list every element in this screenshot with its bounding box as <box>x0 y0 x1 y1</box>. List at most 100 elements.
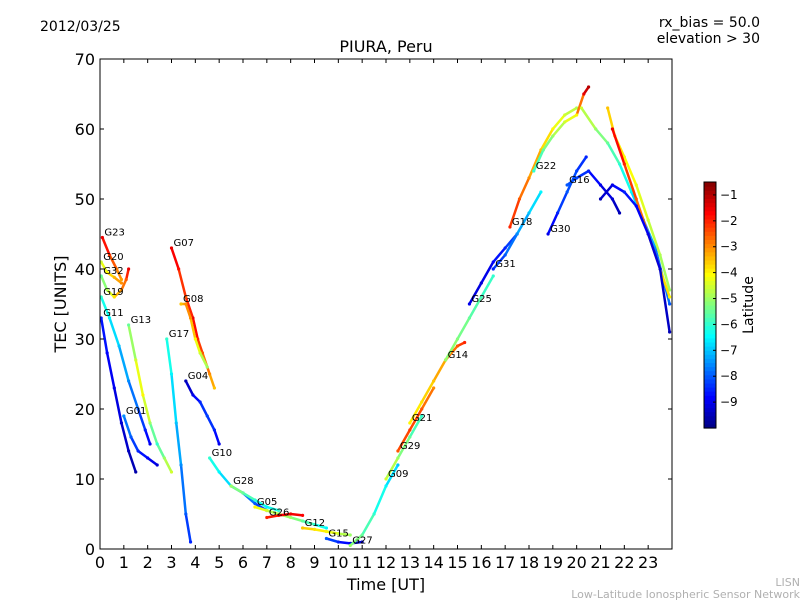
colorbar-step <box>704 350 716 355</box>
series-segment <box>115 267 123 281</box>
series-segment <box>163 456 173 474</box>
series-segment <box>503 232 519 257</box>
series-segment <box>646 232 662 271</box>
data-point <box>420 407 424 411</box>
data-point <box>360 540 364 544</box>
colorbar-step <box>704 210 716 216</box>
series-segment <box>301 526 316 531</box>
series-segment <box>206 414 216 432</box>
x-tick-label: 1 <box>119 553 129 572</box>
data-point <box>598 197 603 201</box>
series-segment <box>658 267 671 334</box>
series-segment <box>575 92 586 117</box>
series-segment <box>129 435 140 453</box>
colorbar-step <box>704 280 716 286</box>
colorbar-step <box>704 255 716 261</box>
colorbar-step <box>704 382 716 388</box>
data-point <box>606 106 610 110</box>
series-label: G23 <box>104 228 124 239</box>
series-segment <box>623 162 638 201</box>
series-g22: G22 <box>532 85 591 173</box>
series-segment <box>587 169 602 187</box>
series-segment <box>277 512 292 517</box>
series-label: G25 <box>471 294 491 305</box>
series-segment <box>196 337 204 355</box>
colorbar-step <box>704 403 716 409</box>
data-point <box>212 386 216 390</box>
colorbar-step <box>704 198 716 204</box>
colorbar-step <box>704 321 716 327</box>
series-segment <box>575 155 588 173</box>
colorbar-step <box>704 346 716 351</box>
data-point <box>372 512 376 516</box>
y-tick-label: 50 <box>75 190 95 209</box>
series-segment <box>99 274 109 292</box>
series-segment <box>144 428 152 446</box>
series-segment <box>546 211 559 236</box>
series-g31: G31 <box>491 190 543 271</box>
series-segment <box>551 113 566 131</box>
series-unlabeled-31 <box>598 183 672 334</box>
colorbar-tick-label: −9 <box>720 395 738 409</box>
series-segment <box>635 183 650 222</box>
series-label: G30 <box>550 224 570 235</box>
series-g04: G04 <box>184 371 221 446</box>
data-point <box>146 456 150 460</box>
data-point <box>579 106 584 110</box>
series-label: G31 <box>495 259 515 270</box>
data-point <box>575 169 579 173</box>
data-point <box>517 197 522 201</box>
data-point <box>119 421 124 425</box>
elevation-label: elevation > 30 <box>657 31 760 47</box>
colorbar-step <box>704 305 716 310</box>
data-point <box>527 176 531 180</box>
data-point <box>634 197 638 201</box>
series-segment <box>99 316 109 355</box>
series-segment <box>444 337 459 362</box>
y-tick-label: 30 <box>75 330 95 349</box>
data-point <box>169 372 174 376</box>
colorbar-step <box>704 354 716 359</box>
series-segment <box>635 204 650 236</box>
colorbar-step <box>704 313 716 318</box>
data-point <box>184 512 188 516</box>
series-segment <box>134 358 145 397</box>
series-segment <box>468 281 483 306</box>
series-label: G28 <box>233 476 253 487</box>
data-point <box>617 211 622 215</box>
data-point <box>155 463 159 467</box>
colorbar-step <box>704 243 716 249</box>
colorbar-step <box>704 309 716 314</box>
colorbar-step <box>704 231 716 236</box>
series-label: G04 <box>188 371 208 382</box>
series-segment <box>265 505 280 512</box>
series-segment <box>265 509 280 516</box>
data-point <box>136 407 140 411</box>
data-point <box>336 532 340 536</box>
y-tick-label: 0 <box>85 540 95 559</box>
series-segment <box>542 134 555 152</box>
x-tick-label: 14 <box>423 553 443 572</box>
series-segment <box>108 316 121 348</box>
series-segment <box>313 523 328 530</box>
data-point <box>205 365 209 369</box>
series-label: G11 <box>103 308 123 319</box>
series-segment <box>563 113 578 124</box>
data-point <box>119 277 124 282</box>
series-segment <box>420 386 435 411</box>
series-g21: G21 <box>408 340 467 425</box>
data-point <box>503 253 507 257</box>
data-point <box>179 463 183 467</box>
data-point <box>188 316 193 320</box>
data-point <box>420 414 424 418</box>
colorbar-step <box>704 218 716 224</box>
data-point <box>646 218 650 222</box>
colorbar-step <box>704 411 716 417</box>
data-point <box>127 449 131 453</box>
colorbar-step <box>704 374 716 380</box>
data-point <box>606 141 610 145</box>
data-point <box>360 533 364 537</box>
series-segment <box>618 162 633 194</box>
series-segment <box>198 351 209 369</box>
data-point <box>134 358 138 362</box>
